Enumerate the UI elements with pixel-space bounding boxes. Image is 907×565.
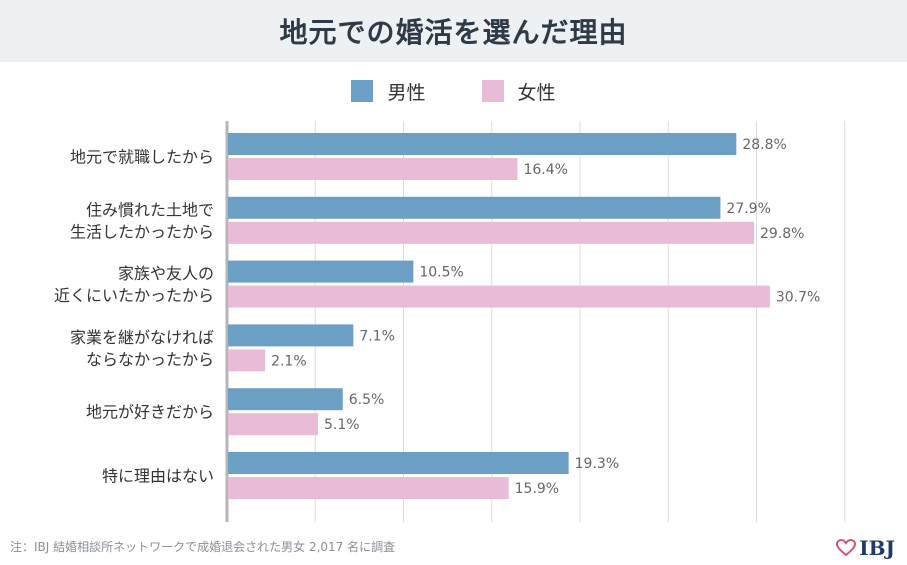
value-label-female: 2.1% <box>271 353 307 369</box>
category-label: 家族や友人の <box>118 264 214 283</box>
value-label-female: 30.7% <box>776 290 820 306</box>
bar-female <box>228 221 754 244</box>
category-label: 近くにいたかったから <box>54 286 214 305</box>
bar-female <box>228 477 509 499</box>
legend-item-male: 男性 <box>351 78 426 105</box>
category-label: 家業を継がなければ <box>70 328 214 347</box>
legend-item-female: 女性 <box>481 78 556 105</box>
value-label-male: 10.5% <box>419 265 463 281</box>
value-label-male: 27.9% <box>726 201 770 217</box>
legend-label-female: 女性 <box>517 81 556 104</box>
bar-female <box>228 285 770 308</box>
bar-male <box>228 452 569 474</box>
value-label-female: 5.1% <box>324 417 360 433</box>
logo-text: IBJ <box>859 536 895 560</box>
bar-female <box>228 413 319 436</box>
legend: 男性 女性 <box>0 76 907 106</box>
category-label: 生活したかったから <box>70 222 214 241</box>
bar-male <box>228 196 721 219</box>
category-label: 住み慣れた土地で <box>86 200 214 219</box>
legend-label-male: 男性 <box>387 81 426 104</box>
bar-male <box>228 260 414 283</box>
bar-female <box>228 158 518 180</box>
heart-icon <box>836 539 857 557</box>
value-label-female: 15.9% <box>515 481 559 497</box>
value-label-male: 6.5% <box>349 392 385 408</box>
legend-swatch-male <box>351 80 374 102</box>
bar-male <box>228 388 343 411</box>
category-label: 地元が好きだから <box>86 403 214 422</box>
value-label-female: 16.4% <box>523 162 567 178</box>
category-label: ならなかったから <box>86 350 214 369</box>
value-label-male: 28.8% <box>742 137 786 153</box>
title-band: 地元での婚活を選んだ理由 <box>0 0 907 62</box>
bar-male <box>228 133 737 155</box>
bar-female <box>228 349 266 372</box>
category-label: 特に理由はない <box>102 467 214 486</box>
value-label-male: 19.3% <box>575 456 619 472</box>
chart-title: 地元での婚活を選んだ理由 <box>279 16 628 49</box>
legend-swatch-female <box>481 80 504 102</box>
bar-male <box>228 324 354 347</box>
ibj-logo: IBJ <box>836 536 895 560</box>
value-label-male: 7.1% <box>359 328 395 344</box>
category-label: 地元で就職したから <box>70 148 214 167</box>
footnote: 注：IBJ 結婚相談所ネットワークで成婚退会された男女 2,017 名に調査 <box>10 540 396 554</box>
value-label-female: 29.8% <box>760 226 804 242</box>
